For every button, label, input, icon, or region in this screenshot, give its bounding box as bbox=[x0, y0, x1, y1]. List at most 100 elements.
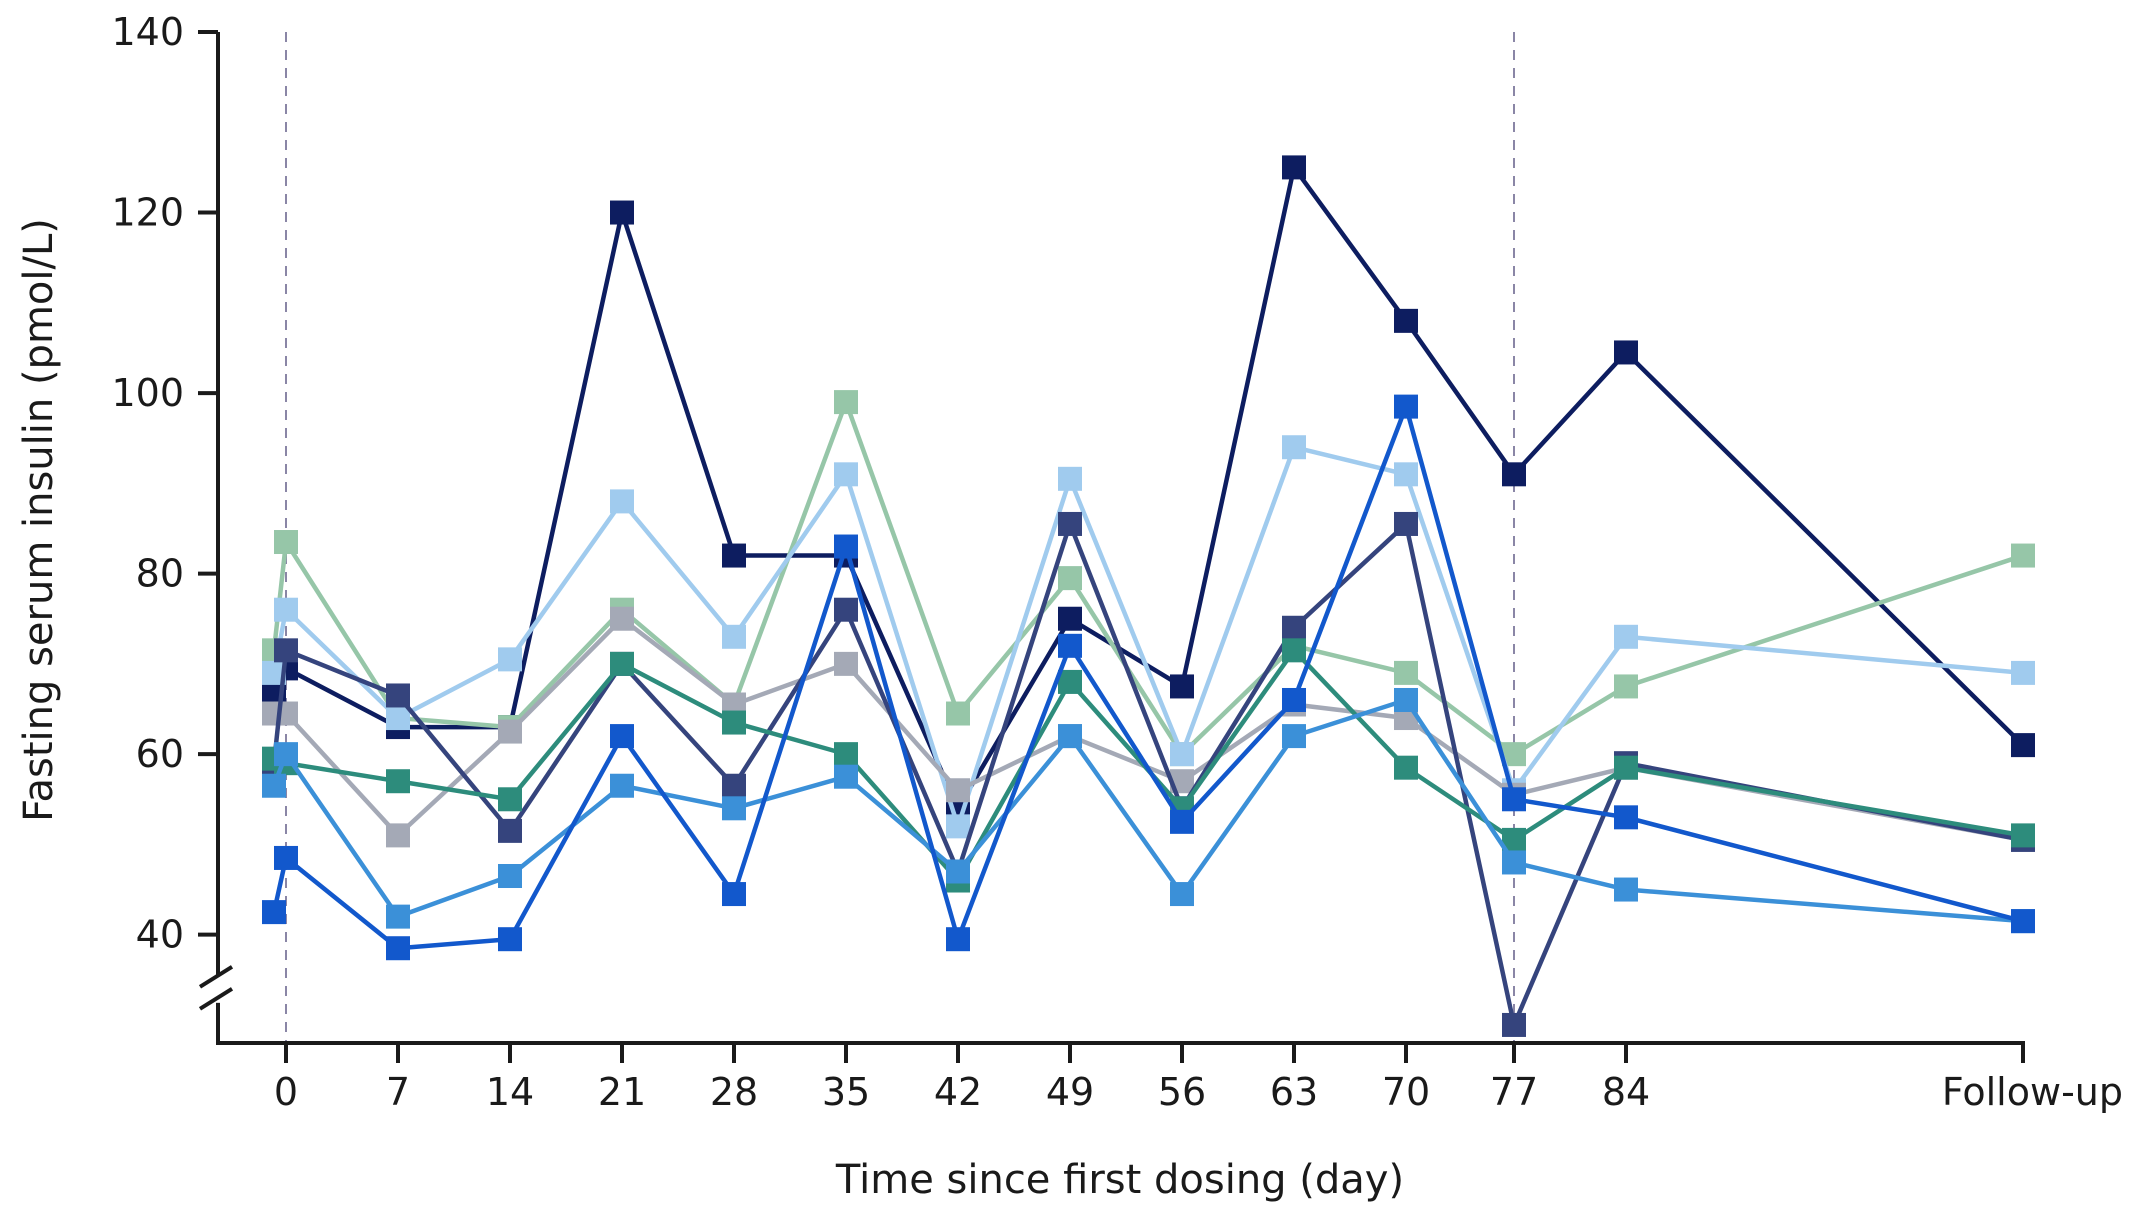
data-point-marker bbox=[1502, 1012, 1526, 1037]
data-point-marker bbox=[946, 701, 970, 726]
x-tick-label: Follow-up bbox=[1942, 1070, 2123, 1114]
data-point-marker bbox=[946, 927, 970, 952]
x-tick-label: 63 bbox=[1270, 1070, 1318, 1114]
data-point-marker bbox=[610, 651, 634, 676]
data-point-marker bbox=[610, 724, 634, 749]
data-point-marker bbox=[1282, 638, 1306, 663]
data-point-marker bbox=[262, 900, 286, 925]
data-point-marker bbox=[1058, 606, 1082, 631]
data-point-marker bbox=[834, 764, 858, 789]
data-point-marker bbox=[1282, 155, 1306, 180]
data-point-marker bbox=[722, 773, 746, 798]
data-point-marker bbox=[498, 719, 522, 744]
data-point-marker bbox=[1614, 340, 1638, 365]
data-point-marker bbox=[946, 814, 970, 839]
data-point-marker bbox=[1282, 615, 1306, 640]
data-point-marker bbox=[1502, 787, 1526, 812]
series-2 bbox=[262, 390, 2035, 767]
data-point-marker bbox=[1058, 633, 1082, 658]
data-point-marker bbox=[274, 597, 298, 622]
data-point-marker bbox=[386, 706, 410, 731]
x-tick-label: 56 bbox=[1158, 1070, 1206, 1114]
data-point-marker bbox=[1614, 755, 1638, 780]
data-point-marker bbox=[722, 882, 746, 907]
x-tick-label: 14 bbox=[486, 1070, 534, 1114]
data-point-marker bbox=[1614, 624, 1638, 649]
series-3 bbox=[262, 435, 2035, 839]
data-point-marker bbox=[1394, 660, 1418, 685]
data-point-marker bbox=[722, 543, 746, 568]
x-tick-label: 42 bbox=[934, 1070, 982, 1114]
data-point-marker bbox=[2011, 909, 2035, 934]
x-tick-label: 21 bbox=[598, 1070, 646, 1114]
axis-break-mark-upper bbox=[198, 965, 234, 989]
data-point-marker bbox=[722, 710, 746, 735]
data-point-marker bbox=[722, 624, 746, 649]
data-point-marker bbox=[274, 845, 298, 870]
data-point-marker bbox=[1394, 687, 1418, 712]
x-axis-title: Time since first dosing (day) bbox=[835, 1157, 1404, 1203]
data-point-marker bbox=[274, 638, 298, 663]
y-tick-label: 60 bbox=[136, 732, 184, 776]
x-tick-label: 0 bbox=[274, 1070, 298, 1114]
data-point-marker bbox=[386, 769, 410, 794]
data-point-marker bbox=[946, 859, 970, 884]
x-tick-label: 49 bbox=[1046, 1070, 1094, 1114]
y-tick-label: 100 bbox=[111, 371, 184, 415]
data-point-marker bbox=[386, 823, 410, 848]
data-point-marker bbox=[1058, 566, 1082, 591]
data-point-marker bbox=[610, 773, 634, 798]
data-point-marker bbox=[946, 778, 970, 803]
data-point-marker bbox=[2011, 660, 2035, 685]
data-point-marker bbox=[834, 390, 858, 415]
y-tick-label: 120 bbox=[111, 191, 184, 235]
data-point-marker bbox=[1502, 462, 1526, 487]
data-point-marker bbox=[1058, 511, 1082, 536]
data-point-marker bbox=[1170, 809, 1194, 834]
data-point-marker bbox=[1502, 850, 1526, 875]
series-group bbox=[262, 155, 2035, 1037]
data-point-marker bbox=[834, 597, 858, 622]
data-point-marker bbox=[386, 683, 410, 708]
series-line bbox=[271, 399, 2024, 757]
data-point-marker bbox=[1170, 882, 1194, 907]
data-point-marker bbox=[1394, 394, 1418, 419]
y-tick-label: 80 bbox=[136, 552, 184, 596]
data-point-marker bbox=[274, 742, 298, 767]
x-tick-label: 35 bbox=[822, 1070, 870, 1114]
data-point-marker bbox=[610, 489, 634, 514]
x-tick-label: 70 bbox=[1382, 1070, 1430, 1114]
x-tick-label: 7 bbox=[386, 1070, 410, 1114]
y-tick-label: 140 bbox=[111, 10, 184, 54]
data-point-marker bbox=[1058, 669, 1082, 694]
data-point-marker bbox=[1170, 674, 1194, 699]
data-point-marker bbox=[610, 200, 634, 225]
data-point-marker bbox=[1282, 687, 1306, 712]
data-point-marker bbox=[834, 651, 858, 676]
data-point-marker bbox=[262, 773, 286, 798]
x-tick-label: 84 bbox=[1602, 1070, 1650, 1114]
data-point-marker bbox=[1394, 755, 1418, 780]
data-point-marker bbox=[498, 647, 522, 672]
y-tick-label: 40 bbox=[136, 913, 184, 957]
axis-break-mark-lower bbox=[198, 987, 234, 1011]
data-point-marker bbox=[498, 927, 522, 952]
data-point-marker bbox=[1282, 724, 1306, 749]
data-point-marker bbox=[1170, 742, 1194, 767]
data-point-marker bbox=[1282, 435, 1306, 460]
x-tick-label: 28 bbox=[710, 1070, 758, 1114]
data-point-marker bbox=[2011, 733, 2035, 758]
data-point-marker bbox=[1614, 877, 1638, 902]
data-point-marker bbox=[610, 606, 634, 631]
data-point-marker bbox=[1394, 511, 1418, 536]
data-point-marker bbox=[1614, 674, 1638, 699]
series-line bbox=[272, 165, 2025, 811]
data-point-marker bbox=[498, 818, 522, 843]
x-tick-label: 77 bbox=[1490, 1070, 1538, 1114]
data-point-marker bbox=[498, 864, 522, 889]
axes: 40 60 80 100 120 140 0 7 14 21 28 35 42 49 56 63 70 77 84 F… bbox=[111, 10, 2123, 1114]
data-point-marker bbox=[1394, 462, 1418, 487]
data-point-marker bbox=[386, 936, 410, 961]
